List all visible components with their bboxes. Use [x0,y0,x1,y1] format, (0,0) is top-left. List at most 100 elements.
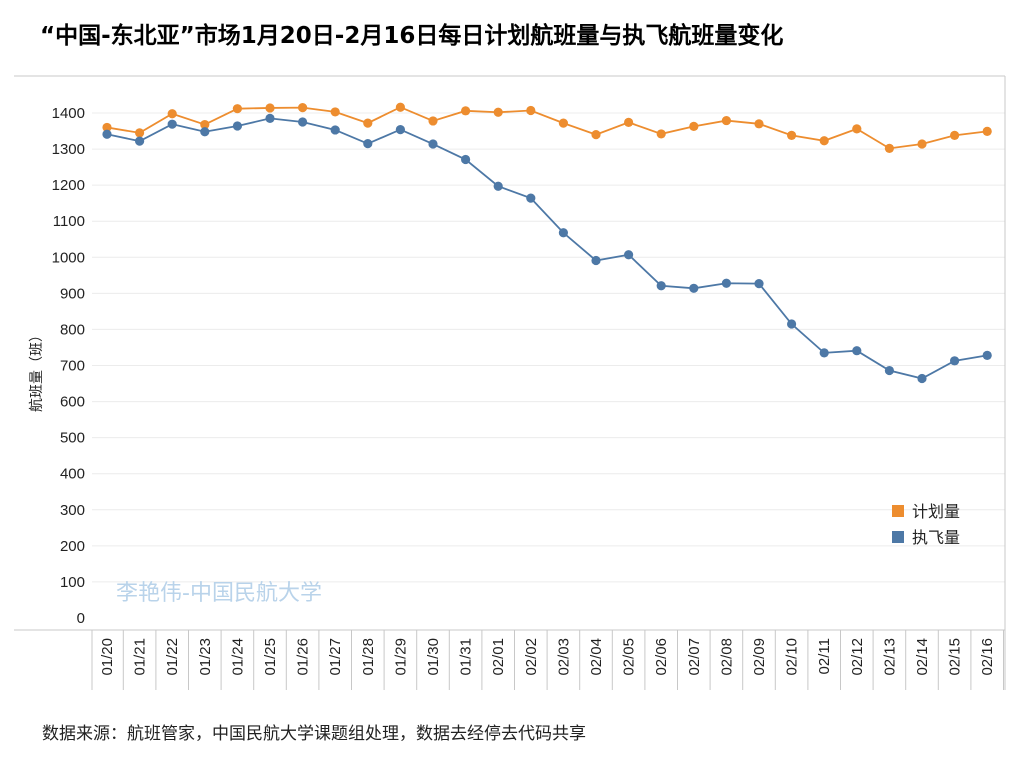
x-tick-label: 02/02 [523,638,540,676]
data-point [754,119,764,129]
y-tick-label: 800 [60,321,85,338]
y-tick-label: 400 [60,466,85,483]
x-tick-label: 02/13 [881,638,898,676]
data-point [493,107,503,117]
x-tick-label: 02/16 [979,638,996,676]
data-point [982,126,992,136]
y-tick-label: 1300 [52,141,85,158]
data-point [102,129,112,139]
data-point [493,181,503,191]
data-point [624,250,634,260]
data-point [689,121,699,131]
y-tick-label: 500 [60,430,85,447]
legend-label: 执飞量 [912,528,960,547]
data-point [102,122,112,133]
chart-title: “中国-东北亚”市场1月20日-2月16日每日计划航班量与执飞航班量变化 [40,23,784,49]
y-tick-label: 900 [60,285,85,302]
data-point [265,103,275,113]
x-tick-label: 01/22 [164,638,181,676]
data-point [819,136,829,146]
data-point [428,139,438,149]
y-axis-ticks: 0 100 200 300 400 500 600 700 800 900 1000 1100 1200… [52,105,85,627]
x-tick-label: 02/03 [555,638,572,676]
data-point [917,139,927,149]
data-point [884,143,895,153]
source-note: 数据来源：航班管家，中国民航大学课题组处理，数据去经停去代码共享 [42,724,586,744]
data-point [167,109,177,119]
data-point [721,278,732,288]
x-tick-label: 02/15 [947,638,964,676]
data-point [135,136,145,146]
data-point [363,139,373,149]
data-point [395,124,405,135]
data-point [395,102,405,112]
series-lines [102,102,992,384]
data-point [852,346,862,356]
data-point [884,365,895,376]
data-point [265,113,275,124]
x-tick-label: 02/06 [653,638,670,676]
x-axis-ticks: 01/20 01/21 01/22 01/23 01/24 01/25 01/26 01/27… [99,630,1004,690]
data-point [754,279,764,289]
x-tick-label: 02/14 [914,638,931,676]
data-point [200,127,210,137]
data-point [363,118,373,128]
x-tick-label: 01/30 [425,638,442,676]
series-line [106,117,988,380]
x-tick-label: 01/24 [229,638,246,676]
data-point [232,121,242,131]
x-tick-label: 01/23 [197,638,214,676]
x-tick-label: 01/26 [295,638,312,676]
data-point [298,117,308,127]
data-point [624,117,634,127]
data-point [950,356,960,366]
data-point [135,128,145,138]
series-actual [102,113,992,384]
series-planned [102,102,992,153]
y-tick-label: 1200 [52,177,85,194]
data-point [917,373,927,384]
series-line [106,106,988,150]
data-point [428,116,438,126]
data-point [591,255,601,266]
x-tick-label: 02/07 [686,638,703,676]
data-point [721,115,732,126]
y-tick-label: 0 [77,610,85,627]
x-tick-label: 01/25 [262,638,279,676]
y-tick-label: 700 [60,358,85,375]
data-point [232,104,242,114]
data-point [298,102,308,113]
data-point [200,119,210,130]
y-tick-label: 100 [60,574,85,591]
data-point [167,119,177,129]
axes [14,75,1006,690]
data-point [819,348,829,358]
y-tick-label: 1400 [52,105,85,122]
data-point [558,118,569,128]
x-tick-label: 01/27 [327,638,344,676]
data-point [787,319,797,329]
y-tick-label: 600 [60,394,85,411]
x-tick-label: 02/10 [784,638,801,676]
data-point [461,106,471,116]
x-tick-label: 02/09 [751,638,768,676]
data-point [982,350,992,360]
data-point [330,125,340,135]
data-point [656,281,666,291]
x-tick-label: 01/31 [458,638,475,676]
legend-label: 计划量 [912,502,960,521]
data-point [656,129,666,139]
x-tick-label: 02/01 [490,638,507,676]
y-tick-label: 1000 [52,249,85,266]
legend-swatch [892,505,904,517]
x-tick-label: 01/29 [392,638,409,676]
data-point [787,130,797,140]
x-tick-label: 02/08 [718,638,735,676]
x-tick-label: 01/28 [360,638,377,676]
y-tick-label: 300 [60,502,85,519]
x-tick-label: 02/12 [849,638,866,676]
x-tick-label: 02/04 [588,638,605,676]
data-point [526,105,536,116]
data-point [526,193,536,203]
